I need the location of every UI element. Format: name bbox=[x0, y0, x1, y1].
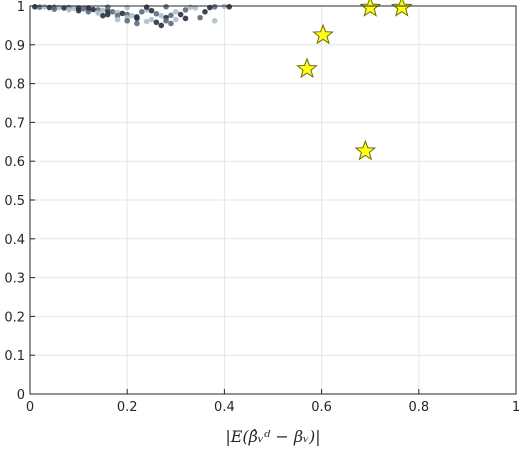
y-tick-label: 0.6 bbox=[4, 155, 25, 170]
data-point bbox=[158, 12, 165, 19]
x-axis-label: |E(β̂ᵥᵈ − βᵥ)| bbox=[225, 427, 320, 446]
y-tick-label: 1 bbox=[17, 0, 25, 15]
star-series bbox=[296, 0, 413, 161]
data-point bbox=[32, 3, 38, 10]
data-point bbox=[182, 15, 189, 22]
x-tick-label: 0.4 bbox=[214, 400, 235, 415]
data-point bbox=[100, 7, 106, 14]
x-tick-labels: 0 0.2 0.4 0.6 0.8 1 bbox=[26, 389, 520, 415]
data-point bbox=[104, 11, 111, 18]
x-tick-label: 0.8 bbox=[408, 400, 429, 415]
data-point bbox=[80, 5, 87, 12]
y-tick-label: 0.2 bbox=[4, 310, 25, 325]
data-point bbox=[173, 9, 179, 15]
data-point bbox=[163, 3, 169, 10]
star-point bbox=[296, 57, 318, 79]
data-point bbox=[168, 12, 174, 19]
data-point bbox=[114, 12, 121, 19]
data-point bbox=[41, 3, 48, 10]
data-point bbox=[163, 17, 169, 24]
data-point bbox=[61, 5, 67, 11]
dot-series bbox=[32, 3, 233, 29]
data-point bbox=[211, 17, 218, 24]
data-point bbox=[197, 14, 203, 21]
x-tick-label: 0.2 bbox=[117, 400, 138, 415]
data-point bbox=[66, 7, 72, 13]
y-tick-label: 0.9 bbox=[4, 39, 25, 54]
data-point bbox=[36, 4, 43, 10]
y-tick-label: 0.3 bbox=[4, 272, 25, 287]
data-point bbox=[143, 4, 150, 10]
data-point bbox=[85, 5, 92, 11]
data-point bbox=[95, 10, 101, 16]
x-tick-label: 1 bbox=[512, 400, 520, 415]
data-point bbox=[158, 22, 165, 29]
data-point bbox=[153, 19, 160, 26]
data-point bbox=[138, 9, 145, 15]
data-point bbox=[168, 20, 174, 27]
data-point bbox=[192, 5, 199, 11]
data-point bbox=[129, 12, 135, 19]
data-point bbox=[211, 3, 218, 10]
star-point bbox=[312, 23, 334, 45]
data-point bbox=[202, 9, 208, 15]
data-point bbox=[187, 4, 194, 10]
data-point bbox=[226, 3, 233, 10]
data-point bbox=[148, 16, 155, 23]
data-point bbox=[75, 7, 82, 14]
data-point bbox=[148, 7, 155, 14]
y-tick-label: 0.7 bbox=[4, 116, 25, 131]
star-point bbox=[359, 0, 382, 17]
grid-lines bbox=[29, 5, 517, 395]
data-point bbox=[90, 6, 96, 13]
data-point bbox=[173, 16, 179, 23]
star-point bbox=[390, 0, 413, 17]
data-point bbox=[143, 18, 150, 25]
data-point bbox=[109, 9, 116, 15]
data-point bbox=[85, 9, 92, 15]
y-tick-label: 0.1 bbox=[4, 349, 25, 364]
data-point bbox=[51, 6, 58, 12]
y-tick-label: 0 bbox=[17, 388, 25, 403]
data-point bbox=[119, 10, 126, 17]
y-tick-label: 0.8 bbox=[4, 78, 25, 93]
data-point bbox=[134, 15, 140, 22]
y-tick-labels: 0 0.1 0.2 0.3 0.4 0.5 0.6 0.7 0.8 0.9 1 bbox=[4, 0, 35, 403]
data-point bbox=[134, 20, 140, 27]
data-point bbox=[100, 12, 106, 19]
data-point bbox=[182, 7, 189, 13]
data-point bbox=[104, 4, 111, 10]
x-tick-label: 0.6 bbox=[311, 400, 332, 415]
data-point bbox=[177, 11, 184, 18]
x-tick-label: 0 bbox=[26, 400, 34, 415]
y-tick-label: 0.5 bbox=[4, 194, 25, 209]
data-point bbox=[153, 10, 160, 17]
star-point bbox=[354, 139, 377, 161]
y-tick-label: 0.4 bbox=[4, 233, 25, 248]
data-point bbox=[70, 5, 77, 12]
data-point bbox=[114, 16, 121, 23]
data-point bbox=[124, 17, 130, 24]
